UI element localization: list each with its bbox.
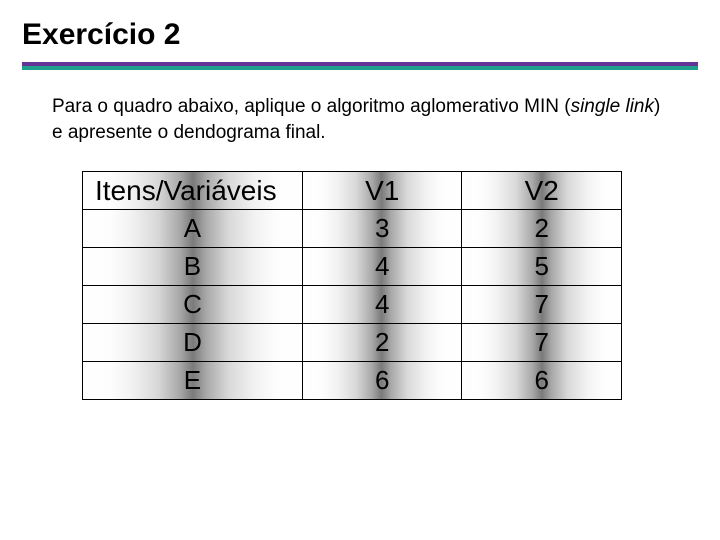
table-row: A 3 2 <box>83 210 622 248</box>
cell-v1: 6 <box>302 362 462 400</box>
table-row: D 2 7 <box>83 324 622 362</box>
col-header-items: Itens/Variáveis <box>83 172 303 210</box>
description-text: Para o quadro abaixo, aplique o algoritm… <box>22 94 698 145</box>
table-header-row: Itens/Variáveis V1 V2 <box>83 172 622 210</box>
row-label: A <box>83 210 303 248</box>
cell-v1: 4 <box>302 248 462 286</box>
cell-v2: 2 <box>462 210 622 248</box>
row-label: E <box>83 362 303 400</box>
data-table-container: Itens/Variáveis V1 V2 A 3 2 B 4 5 C 4 7 … <box>22 171 698 400</box>
cell-v1: 2 <box>302 324 462 362</box>
cell-v2: 7 <box>462 324 622 362</box>
cell-v2: 7 <box>462 286 622 324</box>
cell-v2: 6 <box>462 362 622 400</box>
table-row: C 4 7 <box>83 286 622 324</box>
col-header-v1: V1 <box>302 172 462 210</box>
data-table: Itens/Variáveis V1 V2 A 3 2 B 4 5 C 4 7 … <box>82 171 622 400</box>
desc-pre: Para o quadro abaixo, aplique o algoritm… <box>52 96 571 117</box>
row-label: D <box>83 324 303 362</box>
cell-v2: 5 <box>462 248 622 286</box>
col-header-v2: V2 <box>462 172 622 210</box>
cell-v1: 4 <box>302 286 462 324</box>
row-label: B <box>83 248 303 286</box>
cell-v1: 3 <box>302 210 462 248</box>
title-underline <box>22 62 698 70</box>
desc-italic: single link <box>571 96 654 117</box>
row-label: C <box>83 286 303 324</box>
table-row: B 4 5 <box>83 248 622 286</box>
table-row: E 6 6 <box>83 362 622 400</box>
rule-bottom <box>22 66 698 70</box>
slide-title: Exercício 2 <box>22 18 698 52</box>
